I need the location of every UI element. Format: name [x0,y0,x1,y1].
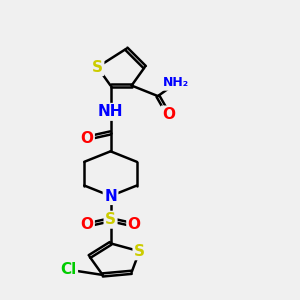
Text: NH: NH [98,104,123,119]
Text: O: O [80,218,93,232]
Text: S: S [134,244,145,259]
Text: S: S [92,60,103,75]
Text: S: S [105,212,116,227]
Text: O: O [128,218,141,232]
Text: N: N [104,188,117,203]
Text: O: O [80,131,93,146]
Text: Cl: Cl [60,262,76,277]
Text: NH₂: NH₂ [163,76,189,89]
Text: O: O [162,107,175,122]
